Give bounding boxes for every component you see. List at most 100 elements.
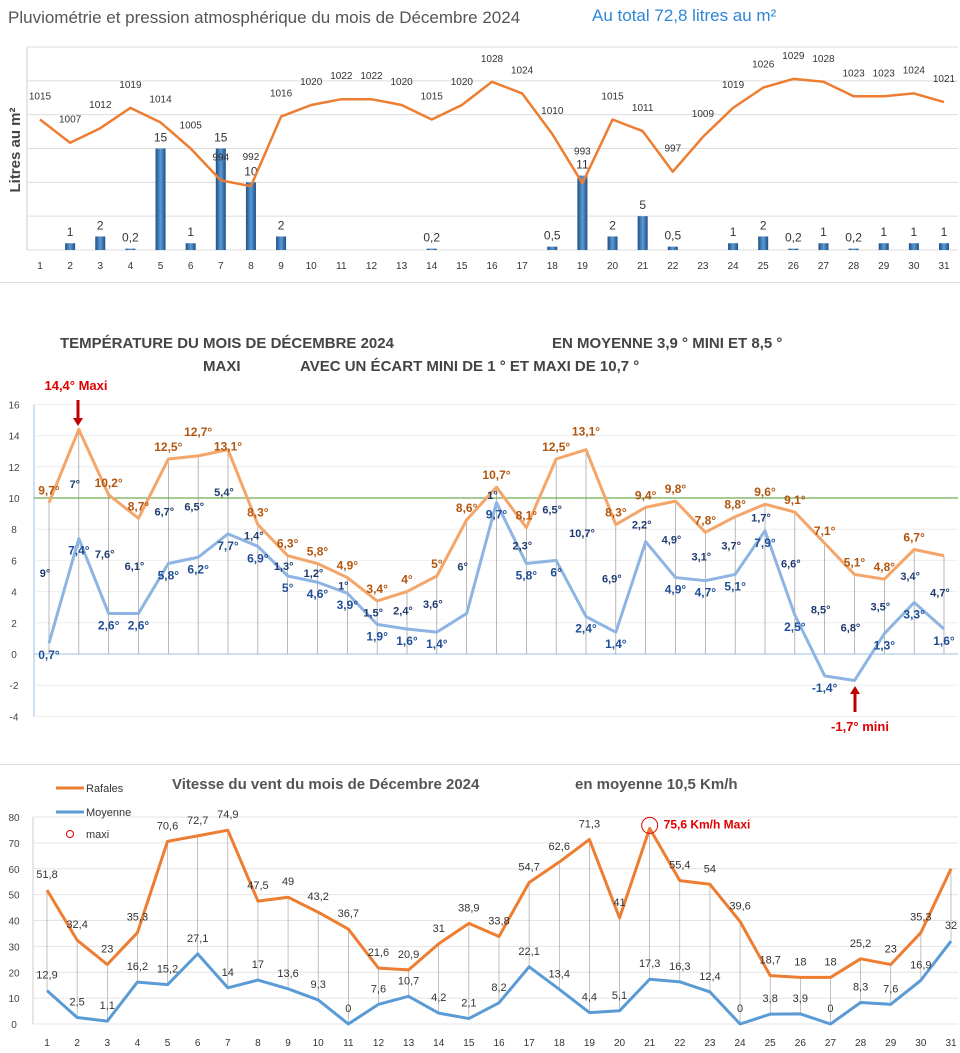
max-temp-label: 12,7°	[184, 425, 212, 439]
x-tick-label: 24	[735, 1038, 747, 1049]
moyenne-label: 12,9	[36, 970, 57, 982]
min-temp-label: 9,7°	[486, 508, 508, 522]
ecart-label: 1,2°	[304, 568, 324, 580]
rafales-label: 41	[613, 897, 625, 909]
min-temp-label: 1,6°	[396, 634, 418, 648]
y-tick-label: 6	[11, 556, 17, 567]
maxi-annotation: 75,6 Km/h Maxi	[664, 817, 751, 831]
wind-average: en moyenne 10,5 Km/h	[575, 776, 738, 793]
x-tick-label: 11	[336, 261, 347, 272]
x-tick-label: 3	[97, 261, 103, 272]
x-tick-label: 28	[848, 261, 860, 272]
rafales-label: 23	[885, 943, 897, 955]
ecart-label: 6,8°	[841, 622, 861, 634]
rain-label: 2	[760, 218, 767, 232]
divider	[0, 764, 960, 765]
rain-label: 1	[941, 225, 948, 239]
rain-label: 0,5	[544, 229, 561, 243]
rain-label: 0,2	[785, 231, 802, 245]
rain-total: Au total 72,8 litres au m²	[592, 6, 777, 25]
ecart-label: 7°	[70, 479, 81, 491]
x-tick-label: 2	[67, 261, 73, 272]
rafales-label: 70,6	[157, 820, 178, 832]
moyenne-label: 16,2	[127, 961, 148, 973]
rafales-label: 47,5	[247, 880, 268, 892]
y-tick-label: 16	[8, 400, 20, 411]
moyenne-label: 2,5	[69, 997, 84, 1009]
ecart-label: 6,9°	[602, 573, 622, 585]
rain-bar	[276, 236, 287, 250]
rain-bar	[215, 148, 226, 250]
min-temp-label: 5°	[282, 581, 294, 595]
moyenne-label: 4,2	[431, 992, 446, 1004]
x-tick-label: 6	[188, 261, 194, 272]
ecart-label: 1,3°	[274, 561, 294, 573]
min-temp-label: 5,1°	[724, 579, 746, 593]
x-tick-label: 25	[758, 261, 770, 272]
x-tick-label: 10	[306, 261, 318, 272]
x-tick-label: 19	[577, 261, 589, 272]
ecart-label: 6,5°	[184, 502, 204, 514]
rain-label: 15	[154, 131, 168, 145]
min-temp-label: 6,9°	[247, 551, 269, 565]
min-temp-label: 5,8°	[516, 569, 538, 583]
max-temp-label: 7,8°	[695, 513, 717, 527]
ecart-label: 3,1°	[691, 552, 711, 564]
pressure-label: 1009	[692, 109, 715, 120]
x-tick-label: 27	[825, 1038, 837, 1049]
rafales-label: 36,7	[338, 908, 359, 920]
moyenne-label: 12,4	[699, 971, 720, 983]
x-tick-label: 16	[493, 1038, 505, 1049]
pressure-label: 993	[574, 146, 591, 157]
x-tick-label: 28	[855, 1038, 867, 1049]
x-tick-label: 21	[637, 261, 649, 272]
x-tick-label: 5	[165, 1038, 171, 1049]
rafales-label: 35,3	[127, 912, 148, 924]
min-temp-label: 7,4°	[68, 544, 90, 558]
rafales-label: 43,2	[307, 891, 328, 903]
max-temp-label: 8,1°	[516, 509, 538, 523]
pressure-label: 1022	[330, 71, 353, 82]
rain-bar	[577, 175, 588, 250]
x-tick-label: 8	[255, 1038, 261, 1049]
min-temp-label: 1,6°	[933, 634, 955, 648]
y-tick-label: -2	[10, 681, 19, 692]
pressure-label: 992	[243, 152, 260, 163]
rafales-label: 72,7	[187, 815, 208, 827]
rain-bar	[637, 216, 648, 250]
temp-chart-title: TEMPÉRATURE DU MOIS DE DÉCEMBRE 2024	[60, 335, 394, 352]
x-tick-label: 31	[945, 1038, 957, 1049]
temp-ecart: AVEC UN ÉCART MINI DE 1 ° ET MAXI DE 10,…	[300, 358, 640, 375]
pressure-label: 997	[664, 144, 681, 155]
max-temp-label: 12,5°	[542, 440, 570, 454]
min-temp-label: 0,7°	[38, 648, 60, 662]
min-temp-label: 7,7°	[217, 539, 239, 553]
rain-bar	[185, 243, 196, 250]
rain-bar	[65, 243, 76, 250]
y-tick-label: 12	[8, 463, 20, 474]
x-tick-label: 30	[915, 1038, 927, 1049]
rain-bar	[878, 243, 889, 250]
ecart-label: 6,7°	[154, 506, 174, 518]
x-tick-label: 18	[554, 1038, 566, 1049]
x-tick-label: 12	[373, 1038, 385, 1049]
x-tick-label: 30	[908, 261, 920, 272]
pressure-label: 1019	[722, 80, 745, 91]
rain-bar	[818, 243, 829, 250]
x-tick-label: 23	[704, 1038, 716, 1049]
moyenne-label: 10,7	[398, 975, 419, 987]
moyenne-line	[46, 940, 953, 1026]
y-tick-label: 8	[11, 525, 17, 536]
x-tick-label: 9	[278, 261, 284, 272]
max-temp-label: 10,7°	[482, 468, 510, 482]
legend-maxi-label: maxi	[86, 829, 109, 841]
max-temp-label: 8,7°	[128, 499, 150, 513]
max-temp-label: 9,1°	[784, 493, 806, 507]
rain-label: 11	[576, 158, 589, 172]
rain-bar	[788, 248, 799, 250]
ecart-label: 1°	[487, 490, 498, 502]
pressure-label: 1022	[360, 71, 383, 82]
y-tick-label: 80	[8, 813, 20, 824]
pressure-label: 1026	[752, 60, 775, 71]
x-tick-label: 17	[517, 261, 529, 272]
